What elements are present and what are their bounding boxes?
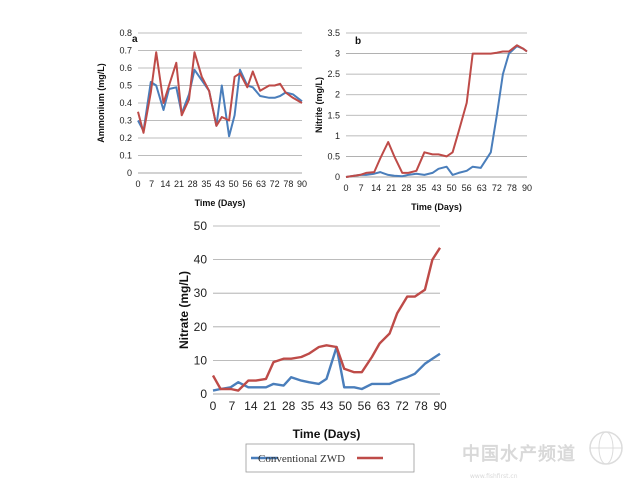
x-tick-label: 21 [386,183,396,193]
y-tick-label: 1 [335,131,340,141]
y-tick-label: 20 [194,320,208,334]
x-tick-label: 7 [359,183,364,193]
y-tick-label: 2.5 [327,69,340,79]
y-tick-label: 10 [194,353,208,367]
x-tick-label: 14 [371,183,381,193]
y-tick-label: 0.3 [119,116,132,126]
y-axis-label: Ammonium (mg/L) [96,63,106,143]
x-tick-label: 78 [507,183,517,193]
y-axis-label: Nitrate (mg/L) [177,271,191,349]
x-tick-label: 0 [343,183,348,193]
x-tick-label: 56 [358,399,372,413]
y-tick-label: 30 [194,286,208,300]
watermark-text: 中国水产频道 [462,443,576,465]
x-tick-label: 90 [522,183,532,193]
chart-panels: 00.10.20.30.40.50.60.70.80 7 14 21 28 35 43 50 5… [96,28,532,441]
x-axis-label: Time (Days) [411,202,462,212]
y-axis-label: Nitrite (mg/L) [314,77,324,133]
x-tick-label: 14 [244,399,258,413]
series-line-conventional [212,345,441,392]
panel-label: b [355,36,361,47]
series-line-zwd [137,51,303,134]
x-tick-label: 35 [301,399,315,413]
y-tick-label: 0 [200,387,207,401]
series-line-conventional [137,68,303,138]
y-tick-label: 2 [335,90,340,100]
y-tick-label: 0.5 [327,151,340,161]
x-tick-label: 90 [433,399,447,413]
x-tick-label: 63 [477,183,487,193]
x-tick-label: 78 [414,399,428,413]
x-tick-label: 50 [447,183,457,193]
y-tick-label: 0.8 [119,28,132,38]
chart-b: 0 0.5 1 1.5 2 2.5 3 3.5 0 7 14 21 28 35 43 50 56 63 72 78 90… [314,28,532,212]
y-tick-label: 40 [194,253,208,267]
x-tick-label: 50 [339,399,353,413]
x-tick-label: 28 [401,183,411,193]
x-tick-label: 72 [270,179,280,189]
panel-label: a [132,34,138,45]
y-tick-label: 0 [335,172,340,182]
x-tick-label: 90 [297,179,307,189]
series-line-zwd [345,44,528,178]
x-axis-label: Time (Days) [293,427,361,441]
x-tick-label: 0 [135,179,140,189]
x-tick-label: 78 [283,179,293,189]
y-tick-label: 0.1 [119,151,132,161]
y-tick-label: 0.5 [119,81,132,91]
x-tick-label: 28 [188,179,198,189]
y-tick-label: 0.7 [119,46,132,56]
y-tick-label: 0.4 [119,98,132,108]
series-line-conventional [345,45,528,178]
y-tick-label: 50 [194,219,208,233]
x-tick-label: 63 [256,179,266,189]
x-tick-label: 21 [263,399,277,413]
watermark: 中国水产频道 www.fishfirst.cn [462,431,623,480]
x-axis-label: Time (Days) [195,198,246,208]
x-tick-label: 56 [242,179,252,189]
x-tick-label: 56 [462,183,472,193]
series-line-zwd [211,247,442,392]
y-tick-label: 1.5 [327,110,340,120]
chart-a: 00.10.20.30.40.50.60.70.80 7 14 21 28 35 43 50 5… [96,28,307,208]
legend: Conventional ZWD [245,443,415,473]
x-tick-label: 28 [282,399,296,413]
x-tick-label: 21 [174,179,184,189]
x-tick-label: 7 [229,399,236,413]
x-tick-label: 14 [160,179,170,189]
legend-label: Conventional ZWD [258,453,345,465]
x-tick-label: 63 [377,399,391,413]
x-tick-label: 0 [210,399,217,413]
y-tick-label: 0 [127,168,132,178]
y-tick-label: 0.6 [119,63,132,73]
y-tick-label: 3 [335,49,340,59]
x-tick-label: 35 [201,179,211,189]
x-tick-label: 72 [395,399,409,413]
x-tick-label: 35 [416,183,426,193]
x-tick-label: 43 [431,183,441,193]
watermark-subtext: www.fishfirst.cn [470,473,518,480]
y-tick-label: 3.5 [327,28,340,38]
x-tick-label: 43 [215,179,225,189]
x-tick-label: 7 [149,179,154,189]
y-tick-label: 0.2 [119,133,132,143]
x-tick-label: 72 [492,183,502,193]
x-tick-label: 43 [320,399,334,413]
x-tick-label: 50 [229,179,239,189]
